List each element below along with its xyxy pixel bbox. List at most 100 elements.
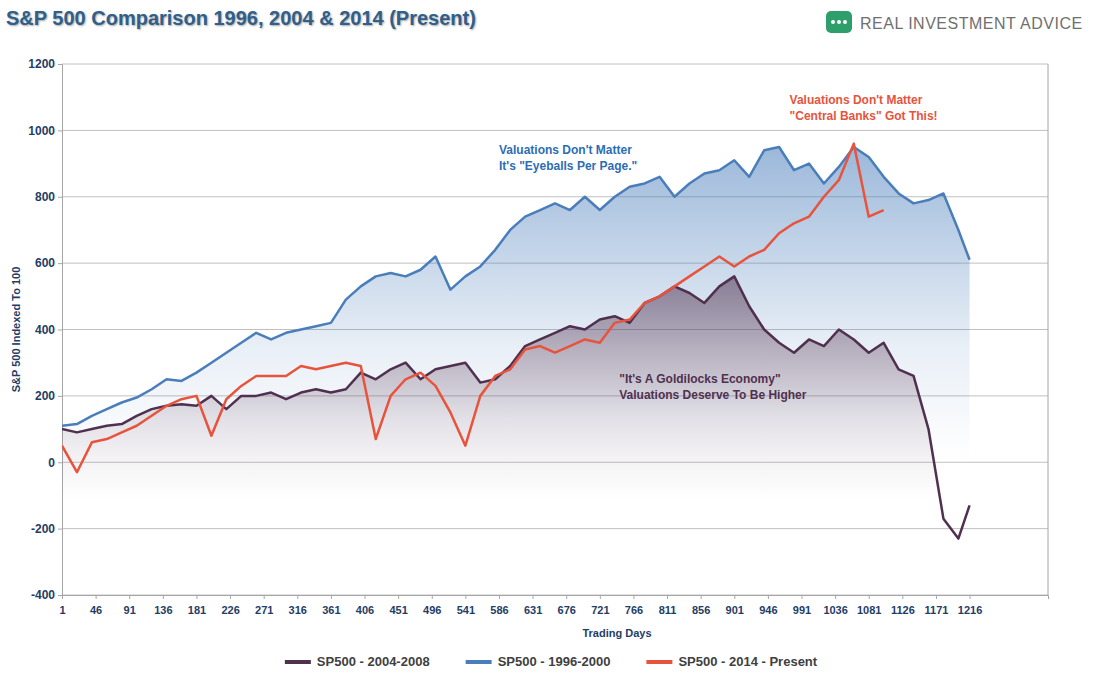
x-tick-label: 586 <box>490 604 508 616</box>
x-tick: 541 <box>457 595 475 616</box>
y-tick-label: -400 <box>31 588 55 602</box>
x-tick: 1126 <box>891 595 915 616</box>
x-tick-label: 271 <box>255 604 273 616</box>
legend-swatch <box>466 660 492 664</box>
x-tick-mark <box>902 595 903 599</box>
logo-dot <box>837 20 841 24</box>
grid-line <box>62 130 1048 131</box>
x-tick: 271 <box>255 595 273 616</box>
y-axis-line <box>58 65 63 596</box>
y-tick-label: 200 <box>35 389 55 403</box>
plot-frame <box>1048 64 1049 595</box>
x-tick: 226 <box>221 595 239 616</box>
x-tick-mark <box>297 595 298 599</box>
legend-item: SP500 - 1996-2000 <box>466 654 611 669</box>
x-tick-label: 1081 <box>857 604 881 616</box>
x-tick: 1081 <box>857 595 881 616</box>
x-tick: 181 <box>188 595 206 616</box>
x-tick: 1216 <box>958 595 982 616</box>
x-tick-label: 361 <box>322 604 340 616</box>
x-tick: 361 <box>322 595 340 616</box>
y-tick-label: -200 <box>31 522 55 536</box>
series-line <box>62 276 970 538</box>
x-tick-label: 451 <box>389 604 407 616</box>
annotation-line: It's "Eyeballs Per Page." <box>499 159 637 173</box>
x-tick-label: 991 <box>793 604 811 616</box>
logo: REAL INVESTMENT ADVICE <box>826 11 1083 33</box>
x-tick-label: 1036 <box>823 604 847 616</box>
y-tick-mark <box>58 197 62 198</box>
annotations: Valuations Don't Matter It's "Eyeballs Pe… <box>499 93 938 402</box>
x-tick-mark <box>230 595 231 599</box>
x-tick-label: 406 <box>356 604 374 616</box>
y-tick: 600 <box>35 256 62 270</box>
x-tick-mark <box>835 595 836 599</box>
x-tick: 631 <box>524 595 542 616</box>
x-tick-label: 496 <box>423 604 441 616</box>
grid-line <box>62 64 1048 65</box>
y-axis: -400-200020040060080010001200 <box>28 57 62 602</box>
x-tick-label: 136 <box>154 604 172 616</box>
x-tick-label: 226 <box>221 604 239 616</box>
y-tick-label: 1000 <box>28 124 55 138</box>
y-tick: 0 <box>48 456 62 470</box>
x-tick: 586 <box>490 595 508 616</box>
x-tick-mark <box>936 595 937 599</box>
x-tick-label: 46 <box>90 604 102 616</box>
x-tick-mark <box>701 595 702 599</box>
y-tick-mark <box>58 64 62 65</box>
y-tick: 1000 <box>28 124 62 138</box>
x-tick-mark <box>970 595 971 599</box>
legend-item: SP500 - 2014 - Present <box>646 654 817 669</box>
x-tick-label: 181 <box>188 604 206 616</box>
legend-swatch <box>285 660 311 664</box>
x-tick: 316 <box>289 595 307 616</box>
x-tick: 856 <box>692 595 710 616</box>
x-tick: 406 <box>356 595 374 616</box>
annotation-line: Valuations Don't Matter <box>499 143 632 157</box>
grid <box>62 64 1048 595</box>
legend-swatch <box>646 660 672 664</box>
y-tick: -400 <box>31 588 62 602</box>
x-tick-label: 676 <box>558 604 576 616</box>
x-axis-line <box>63 596 1049 600</box>
x-tick-mark <box>600 595 601 599</box>
legend-item: SP500 - 2004-2008 <box>285 654 430 669</box>
legend-label: SP500 - 2014 - Present <box>678 654 817 669</box>
y-tick: -200 <box>31 522 62 536</box>
y-tick-mark <box>58 529 62 530</box>
y-tick-mark <box>58 263 62 264</box>
x-tick-mark <box>432 595 433 599</box>
title: S&P 500 Comparison 1996, 2004 & 2014 (Pr… <box>6 7 476 29</box>
x-tick: 136 <box>154 595 172 616</box>
x-tick-label: 91 <box>124 604 136 616</box>
series-area <box>62 147 970 595</box>
x-tick: 901 <box>726 595 744 616</box>
x-tick-label: 316 <box>289 604 307 616</box>
x-tick-mark <box>96 595 97 599</box>
x-tick-mark <box>264 595 265 599</box>
x-tick-mark <box>196 595 197 599</box>
x-tick-label: 1171 <box>925 604 949 616</box>
series-line <box>62 147 970 426</box>
annotation-line: "Central Banks" Got This! <box>790 109 938 123</box>
x-tick: 1171 <box>925 595 949 616</box>
x-tick-label: 811 <box>659 604 677 616</box>
x-tick-mark <box>465 595 466 599</box>
annotation-line: Valuations Don't Matter <box>790 93 923 107</box>
chart: S&P 500 Comparison 1996, 2004 & 2014 (Pr… <box>0 0 1102 688</box>
y-tick-label: 800 <box>35 190 55 204</box>
x-tick: 1 <box>59 595 65 616</box>
x-tick-mark <box>768 595 769 599</box>
annotation: Valuations Don't Matter "Central Banks" G… <box>790 93 938 123</box>
y-tick-label: 400 <box>35 323 55 337</box>
x-tick-label: 631 <box>524 604 542 616</box>
logo-dot <box>843 20 847 24</box>
annotation: "It's A Goldilocks Economy"Valuations De… <box>619 372 807 402</box>
x-tick-mark <box>667 595 668 599</box>
x-tick-mark <box>163 595 164 599</box>
x-tick-mark <box>533 595 534 599</box>
logo-dot <box>831 20 835 24</box>
y-tick-label: 600 <box>35 256 55 270</box>
legend: SP500 - 2004-2008 SP500 - 1996-2000 SP500 … <box>285 654 818 669</box>
